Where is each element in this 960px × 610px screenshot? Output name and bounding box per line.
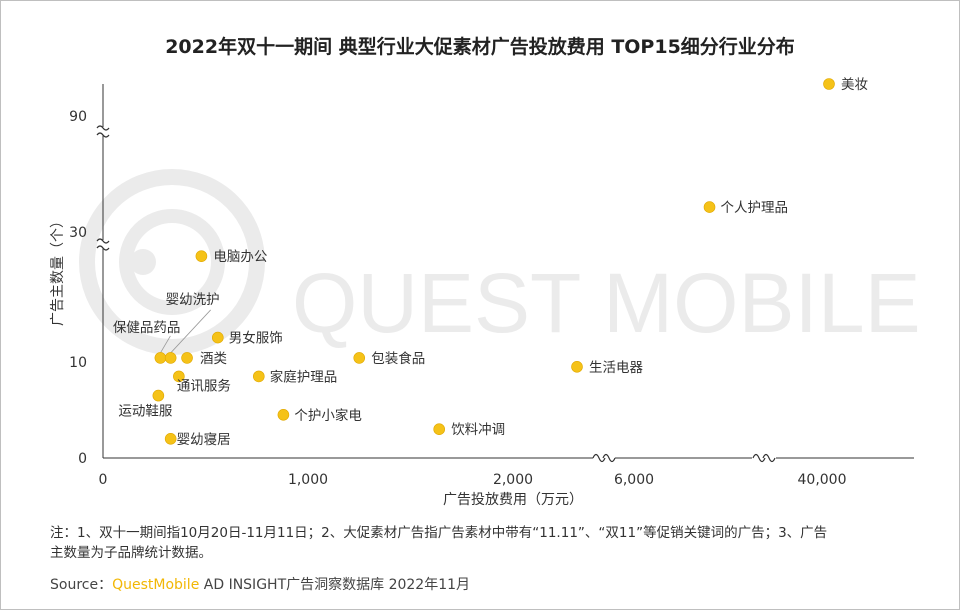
x-tick-label: 2,000 (493, 472, 533, 488)
y-axis-title: 广告主数量（个） (50, 214, 66, 326)
point-label: 美妆 (841, 77, 868, 93)
point-label: 个护小家电 (294, 407, 362, 424)
y-axis-break (96, 245, 110, 251)
chart-title: 2022年双十一期间 典型行业大促素材广告投放费用 TOP15细分行业分布 (165, 36, 795, 58)
y-axis-break (96, 125, 110, 131)
y-tick-label: 10 (69, 355, 87, 371)
point-label: 饮料冲调 (451, 422, 505, 438)
x-tick-label: 0 (99, 472, 108, 488)
source-rest: AD INSIGHT广告洞察数据库 2022年11月 (199, 577, 471, 593)
point-label: 男女服饰 (229, 330, 283, 347)
x-tick-label: 1,000 (288, 472, 328, 488)
data-point (212, 331, 224, 344)
data-point (154, 352, 167, 364)
y-axis-break (96, 132, 110, 138)
data-point (571, 360, 583, 373)
axes: 0 10 30 90 0 1,000 2,000 6,000 40,000 广告投放费用（万元） 广… (50, 84, 914, 508)
source-line: Source：QuestMobile AD INSIGHT广告洞察数据库 202… (50, 574, 470, 594)
footnote-line-2: 主数量为子品牌统计数据。 (50, 545, 212, 561)
y-tick-label: 90 (69, 109, 87, 125)
y-axis-break (96, 238, 110, 244)
source-brand: QuestMobile (112, 577, 200, 593)
x-axis-title: 广告投放费用（万元） (443, 492, 583, 508)
data-point (252, 370, 265, 383)
x-tick-label: 40,000 (798, 472, 847, 488)
point-label: 家庭护理品 (270, 368, 338, 385)
data-point (164, 432, 177, 445)
x-axis-break (762, 453, 776, 463)
point-label: 电脑办公 (213, 249, 267, 265)
y-tick-label: 30 (69, 225, 87, 241)
data-point (173, 370, 185, 383)
point-label: 生活电器 (589, 360, 643, 376)
watermark-text: QUEST MOBILE (292, 256, 921, 350)
data-point (353, 352, 366, 364)
footnote-line-1: 注：1、双十一期间指10月20日-11月11日；2、大促素材广告指广告素材中带有… (50, 525, 828, 541)
point-label: 运动鞋服 (118, 404, 172, 420)
x-tick-label: 6,000 (614, 472, 654, 488)
point-label: 婴幼寝居 (177, 431, 231, 448)
point-label: 保健品药品 (113, 320, 181, 336)
leader-line (170, 309, 211, 354)
data-points (152, 78, 835, 445)
data-point (433, 423, 446, 436)
leader-lines (160, 309, 211, 354)
point-label: 通讯服务 (177, 378, 231, 394)
point-label: 包装食品 (371, 350, 425, 367)
point-label: 婴幼洗护 (166, 292, 220, 308)
point-label: 个人护理品 (721, 200, 789, 216)
y-tick-label: 0 (78, 451, 87, 467)
source-prefix: Source： (50, 577, 113, 593)
point-label: 酒类 (200, 351, 227, 367)
data-point (164, 352, 177, 364)
x-axis-break (602, 453, 616, 463)
data-point (152, 389, 165, 402)
watermark-dot (130, 249, 156, 275)
leader-line (160, 335, 171, 354)
data-point (823, 78, 835, 90)
data-point (181, 352, 193, 364)
x-axis-break (592, 453, 606, 463)
watermark: QUEST MOBILE (79, 169, 921, 355)
watermark-ring-inner (119, 209, 225, 315)
x-axis-break (752, 453, 766, 463)
data-point (703, 201, 716, 213)
data-point (277, 408, 290, 421)
data-point (195, 250, 208, 262)
watermark-ring (79, 169, 265, 355)
